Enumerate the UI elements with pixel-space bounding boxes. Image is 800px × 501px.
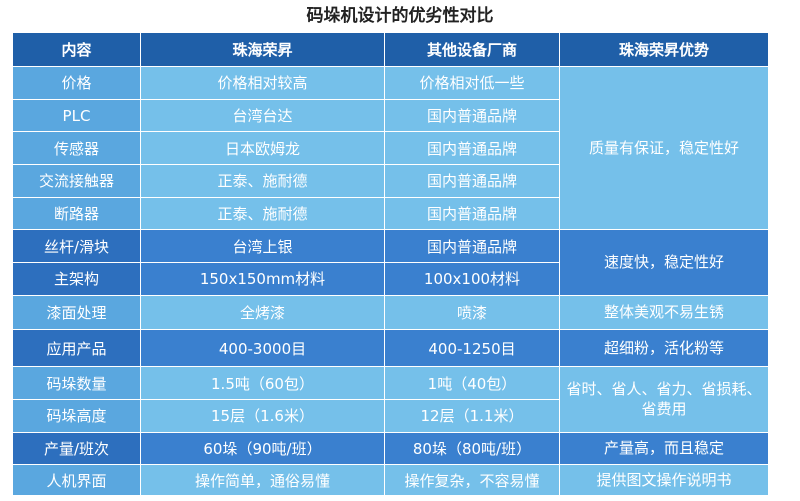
row-label: 丝杆/滑块 (12, 229, 141, 264)
row-label: 码垛高度 (12, 398, 141, 433)
zhuhai-cell: 全烤漆 (140, 294, 385, 331)
table-row: PLC 台湾台达 国内普通品牌 (12, 98, 769, 133)
row-label: 漆面处理 (12, 294, 141, 331)
others-cell: 1吨（40包） (384, 366, 560, 400)
row-label: 断路器 (12, 196, 141, 231)
advantage-quality: 质量有保证，稳定性好 (559, 65, 769, 231)
header-advantage: 珠海荣昇优势 (559, 32, 769, 67)
zhuhai-cell: 150x150mm材料 (140, 262, 385, 296)
others-cell: 100x100材料 (384, 262, 560, 296)
others-cell: 国内普通品牌 (384, 196, 560, 231)
table-row: 应用产品 400-3000目 400-1250目 超细粉，活化粉等 (12, 329, 769, 368)
zhuhai-cell: 1.5吨（60包） (140, 366, 385, 400)
others-cell: 操作复杂，不容易懂 (384, 464, 560, 496)
row-label: 主架构 (12, 262, 141, 296)
others-cell: 价格相对低一些 (384, 66, 560, 100)
others-cell: 12层（1.1米） (384, 398, 560, 433)
header-item: 内容 (12, 32, 141, 67)
row-label: 交流接触器 (12, 164, 141, 198)
others-cell: 国内普通品牌 (384, 164, 560, 198)
table-row: 漆面处理 全烤漆 喷漆 整体美观不易生锈 (12, 294, 769, 331)
row-label: 产量/班次 (12, 431, 141, 466)
zhuhai-cell: 正泰、施耐德 (140, 164, 385, 198)
advantage-output: 产量高，而且稳定 (559, 431, 769, 466)
zhuhai-cell: 台湾台达 (140, 98, 385, 133)
table-row: 产量/班次 60垛（90吨/班） 80垛（80吨/班） 产量高，而且稳定 (12, 431, 769, 466)
row-label: 人机界面 (12, 464, 141, 496)
table-row: 人机界面 操作简单，通俗易懂 操作复杂，不容易懂 提供图文操作说明书 (12, 464, 769, 496)
zhuhai-cell: 正泰、施耐德 (140, 196, 385, 231)
row-label: PLC (12, 98, 141, 133)
row-label: 应用产品 (12, 329, 141, 368)
others-cell: 喷漆 (384, 294, 560, 331)
header-others: 其他设备厂商 (384, 32, 560, 67)
page-title: 码垛机设计的优劣性对比 (306, 6, 494, 26)
advantage-manual: 提供图文操作说明书 (559, 464, 769, 496)
zhuhai-cell: 台湾上银 (140, 229, 385, 264)
header-zhuhai: 珠海荣昇 (140, 32, 385, 67)
row-label: 价格 (12, 66, 141, 100)
zhuhai-cell: 400-3000目 (140, 329, 385, 368)
zhuhai-cell: 操作简单，通俗易懂 (140, 464, 385, 496)
table-row: 码垛数量 1.5吨（60包） 1吨（40包） 省时、省人、省力、省损耗、省费用 (12, 366, 769, 433)
advantage-speed: 速度快，稳定性好 (559, 229, 769, 296)
others-cell: 400-1250目 (384, 329, 560, 368)
table-row: 断路器 正泰、施耐德 国内普通品牌 (12, 196, 769, 231)
row-label: 码垛数量 (12, 366, 141, 400)
others-cell: 国内普通品牌 (384, 98, 560, 133)
others-cell: 国内普通品牌 (384, 229, 560, 264)
table-row: 价格 价格相对较高 价格相对低一些 质量有保证，稳定性好 (12, 65, 769, 231)
others-cell: 80垛（80吨/班） (384, 431, 560, 466)
advantage-appearance: 整体美观不易生锈 (559, 294, 769, 331)
table-row: 传感器 日本欧姆龙 国内普通品牌 (12, 131, 769, 166)
zhuhai-cell: 价格相对较高 (140, 66, 385, 100)
table-row: 丝杆/滑块 台湾上银 国内普通品牌 速度快，稳定性好 (12, 229, 769, 296)
advantage-saving: 省时、省人、省力、省损耗、省费用 (559, 366, 769, 433)
table-row: 交流接触器 正泰、施耐德 国内普通品牌 (12, 164, 769, 198)
zhuhai-cell: 日本欧姆龙 (140, 131, 385, 166)
zhuhai-cell: 60垛（90吨/班） (140, 431, 385, 466)
advantage-powder: 超细粉，活化粉等 (559, 329, 769, 368)
zhuhai-cell: 15层（1.6米） (140, 398, 385, 433)
row-label: 传感器 (12, 131, 141, 166)
table-row: 主架构 150x150mm材料 100x100材料 (12, 262, 769, 296)
comparison-table: 内容 珠海荣昇 其他设备厂商 珠海荣昇优势 价格 价格相对较高 价格相对低一些 … (12, 32, 769, 496)
others-cell: 国内普通品牌 (384, 131, 560, 166)
table-header-row: 内容 珠海荣昇 其他设备厂商 珠海荣昇优势 (12, 32, 769, 67)
